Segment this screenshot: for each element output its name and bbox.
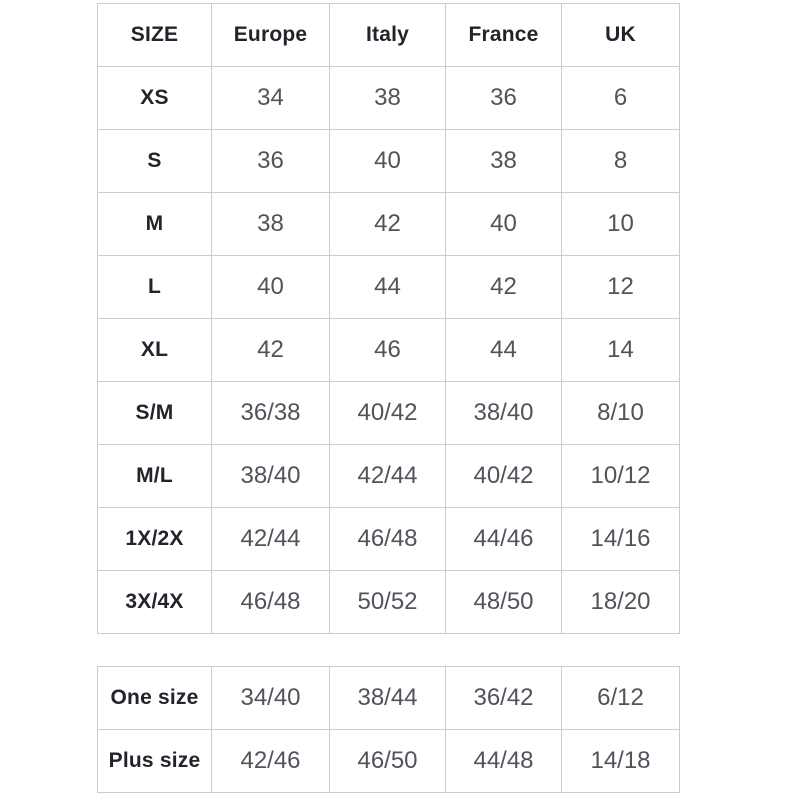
france-value: 38/40 — [445, 381, 562, 445]
column-header-italy: Italy — [329, 3, 446, 67]
size-label: 1X/2X — [97, 507, 212, 571]
size-label: M/L — [97, 444, 212, 508]
size-label: S — [97, 129, 212, 193]
table-row-ml: M/L 38/40 42/44 40/42 10/12 — [97, 444, 680, 508]
size-label: 3X/4X — [97, 570, 212, 634]
europe-value: 46/48 — [211, 570, 330, 634]
size-label: L — [97, 255, 212, 319]
table-row-plus-size: Plus size 42/46 46/50 44/48 14/18 — [97, 729, 680, 793]
italy-value: 42 — [329, 192, 446, 256]
column-header-europe: Europe — [211, 3, 330, 67]
size-label: Plus size — [97, 729, 212, 793]
italy-value: 40/42 — [329, 381, 446, 445]
france-value: 38 — [445, 129, 562, 193]
uk-value: 10/12 — [561, 444, 680, 508]
size-label: M — [97, 192, 212, 256]
france-value: 40/42 — [445, 444, 562, 508]
europe-value: 38 — [211, 192, 330, 256]
column-header-france: France — [445, 3, 562, 67]
table-row-xs: XS 34 38 36 6 — [97, 66, 680, 130]
uk-value: 14 — [561, 318, 680, 382]
header-row: SIZE Europe Italy France UK — [97, 3, 680, 67]
table-row-m: M 38 42 40 10 — [97, 192, 680, 256]
france-value: 44/46 — [445, 507, 562, 571]
europe-value: 34/40 — [211, 666, 330, 730]
uk-value: 6 — [561, 66, 680, 130]
france-value: 42 — [445, 255, 562, 319]
italy-value: 42/44 — [329, 444, 446, 508]
france-value: 40 — [445, 192, 562, 256]
italy-value: 40 — [329, 129, 446, 193]
table-row-1x2x: 1X/2X 42/44 46/48 44/46 14/16 — [97, 507, 680, 571]
uk-value: 12 — [561, 255, 680, 319]
uk-value: 8 — [561, 129, 680, 193]
italy-value: 46/50 — [329, 729, 446, 793]
italy-value: 38 — [329, 66, 446, 130]
size-label: XL — [97, 318, 212, 382]
europe-value: 42/44 — [211, 507, 330, 571]
italy-value: 38/44 — [329, 666, 446, 730]
table-row-l: L 40 44 42 12 — [97, 255, 680, 319]
uk-value: 14/16 — [561, 507, 680, 571]
column-header-uk: UK — [561, 3, 680, 67]
one-size-plus-size-table: One size 34/40 38/44 36/42 6/12 Plus siz… — [97, 666, 680, 793]
size-label: One size — [97, 666, 212, 730]
table-row-xl: XL 42 46 44 14 — [97, 318, 680, 382]
size-conversion-table: SIZE Europe Italy France UK XS 34 38 36 … — [97, 3, 680, 634]
size-label: XS — [97, 66, 212, 130]
france-value: 48/50 — [445, 570, 562, 634]
europe-value: 42 — [211, 318, 330, 382]
table-row-sm: S/M 36/38 40/42 38/40 8/10 — [97, 381, 680, 445]
europe-value: 40 — [211, 255, 330, 319]
uk-value: 8/10 — [561, 381, 680, 445]
italy-value: 44 — [329, 255, 446, 319]
italy-value: 50/52 — [329, 570, 446, 634]
europe-value: 34 — [211, 66, 330, 130]
uk-value: 6/12 — [561, 666, 680, 730]
uk-value: 14/18 — [561, 729, 680, 793]
europe-value: 42/46 — [211, 729, 330, 793]
france-value: 44 — [445, 318, 562, 382]
europe-value: 38/40 — [211, 444, 330, 508]
table-row-3x4x: 3X/4X 46/48 50/52 48/50 18/20 — [97, 570, 680, 634]
uk-value: 10 — [561, 192, 680, 256]
france-value: 36 — [445, 66, 562, 130]
france-value: 36/42 — [445, 666, 562, 730]
italy-value: 46 — [329, 318, 446, 382]
uk-value: 18/20 — [561, 570, 680, 634]
europe-value: 36/38 — [211, 381, 330, 445]
table-row-one-size: One size 34/40 38/44 36/42 6/12 — [97, 666, 680, 730]
size-label: S/M — [97, 381, 212, 445]
column-header-size: SIZE — [97, 3, 212, 67]
europe-value: 36 — [211, 129, 330, 193]
size-chart-container: SIZE Europe Italy France UK XS 34 38 36 … — [97, 3, 680, 793]
italy-value: 46/48 — [329, 507, 446, 571]
france-value: 44/48 — [445, 729, 562, 793]
table-row-s: S 36 40 38 8 — [97, 129, 680, 193]
